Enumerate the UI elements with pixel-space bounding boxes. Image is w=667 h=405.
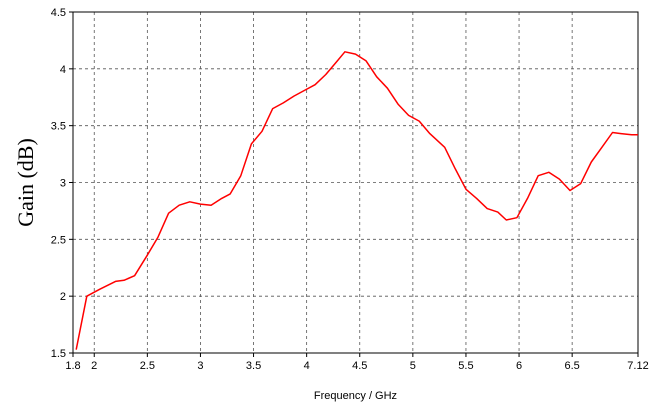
x-tick-label: 5 [410,360,416,372]
x-tick-label: 5.5 [458,360,473,372]
grid [73,12,638,353]
x-axis: 1.8 2 2.5 3 3.5 4 4.5 5 5.5 6 6.5 7.12 [65,353,649,372]
y-tick-label: 2.5 [51,234,66,246]
x-tick-label: 2 [91,360,97,372]
x-tick-label: 2.5 [140,360,155,372]
x-tick-label: 4.5 [352,360,367,372]
x-tick-label: 6 [516,360,522,372]
x-tick-label: 6.5 [565,360,580,372]
y-axis-title: Gain (dB) [13,138,38,227]
y-axis: 1.5 2 2.5 3 3.5 4 4.5 [51,7,73,360]
gain-series-line [75,51,638,350]
y-tick-label: 4.5 [51,7,66,19]
x-tick-label: 7.12 [627,360,648,372]
series-layer [75,51,638,350]
y-tick-label: 1.5 [51,348,66,360]
y-tick-label: 3.5 [51,121,66,133]
y-tick-label: 2 [60,291,66,303]
x-tick-label: 3.5 [246,360,261,372]
y-tick-label: 4 [60,64,66,76]
x-axis-title: Frequency / GHz [314,390,397,402]
x-tick-label: 3 [197,360,203,372]
x-tick-label: 1.8 [65,360,80,372]
x-tick-label: 4 [304,360,310,372]
y-tick-label: 3 [60,178,66,190]
